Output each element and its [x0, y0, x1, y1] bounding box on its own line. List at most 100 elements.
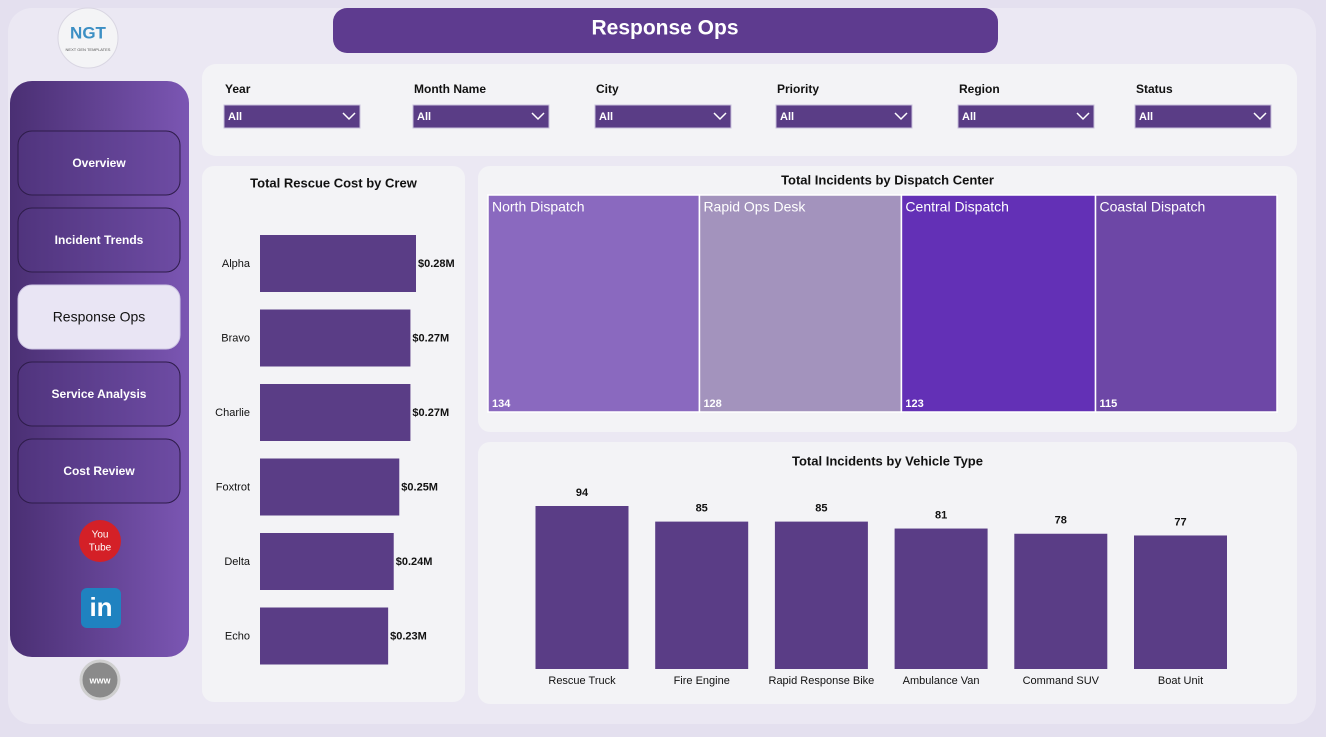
- logo-text: NGT: [70, 23, 107, 42]
- y-tick-label: Charlie: [215, 407, 250, 419]
- icon-text: You: [92, 530, 109, 541]
- chart-title: Total Incidents by Dispatch Center: [781, 172, 994, 187]
- data-label: 81: [935, 509, 947, 521]
- cell-label: Coastal Dispatch: [1100, 199, 1206, 215]
- cell-value: 115: [1100, 398, 1118, 410]
- bar: [774, 521, 868, 669]
- filter-label: Year: [225, 82, 251, 96]
- x-tick-label: Rapid Response Bike: [769, 675, 875, 687]
- title-banner: [333, 8, 998, 53]
- icon-text: www: [88, 675, 111, 685]
- dropdown-value: All: [1139, 111, 1153, 123]
- youtube-icon[interactable]: [79, 520, 121, 562]
- bar: [260, 607, 389, 665]
- y-tick-label: Delta: [224, 556, 251, 568]
- chevron: [894, 112, 908, 121]
- data-label: 77: [1174, 516, 1186, 528]
- x-tick-label: Boat Unit: [1158, 675, 1203, 687]
- nav-button[interactable]: [17, 130, 181, 196]
- treemap-cell: [698, 194, 903, 413]
- sidebar: [10, 81, 189, 657]
- dropdown[interactable]: [957, 104, 1095, 129]
- icon-text: in: [89, 592, 112, 622]
- treemap-cell: [1094, 194, 1278, 413]
- nav-button[interactable]: [17, 361, 181, 427]
- cell-label: Central Dispatch: [905, 199, 1009, 215]
- logo-subtitle: NEXT GEN TEMPLATES: [66, 47, 111, 52]
- data-label: 85: [815, 503, 827, 515]
- filter-label: Month Name: [414, 82, 486, 96]
- dropdown[interactable]: [594, 104, 732, 129]
- treemap-cell: [900, 194, 1097, 413]
- dropdown-value: All: [599, 111, 613, 123]
- data-label: $0.25M: [401, 481, 438, 493]
- bar: [260, 309, 411, 367]
- nav-button[interactable]: [17, 207, 181, 273]
- chevron: [1253, 112, 1267, 121]
- logo: [57, 7, 119, 69]
- bar: [1014, 533, 1108, 669]
- treemap-cell: [487, 194, 701, 413]
- data-label: 94: [576, 487, 589, 499]
- web-icon[interactable]: [79, 659, 121, 701]
- y-tick-label: Echo: [225, 630, 250, 642]
- dropdown-value: All: [228, 111, 242, 123]
- data-label: $0.24M: [396, 556, 433, 568]
- x-tick-label: Command SUV: [1023, 675, 1100, 687]
- nav-button[interactable]: [17, 284, 181, 350]
- dropdown-value: All: [780, 111, 794, 123]
- cell-label: North Dispatch: [492, 199, 585, 215]
- chevron: [713, 112, 727, 121]
- nav-label: Overview: [72, 156, 126, 170]
- chevron: [1076, 112, 1090, 121]
- icon-text: Tube: [89, 543, 112, 554]
- x-tick-label: Rescue Truck: [548, 675, 616, 687]
- bar: [894, 528, 988, 669]
- chart-title: Total Incidents by Vehicle Type: [792, 453, 983, 468]
- filter-label: Priority: [777, 82, 819, 96]
- y-tick-label: Alpha: [222, 258, 251, 270]
- bar: [655, 521, 749, 669]
- nav-button[interactable]: [17, 438, 181, 504]
- page-title: Response Ops: [591, 17, 738, 40]
- chevron: [342, 112, 356, 121]
- dropdown[interactable]: [775, 104, 913, 129]
- bar: [260, 235, 416, 292]
- dropdown-value: All: [417, 111, 431, 123]
- data-label: $0.27M: [412, 332, 449, 344]
- filter-panel: [202, 64, 1297, 156]
- dropdown[interactable]: [223, 104, 361, 129]
- chart-title: Total Rescue Cost by Crew: [250, 175, 418, 190]
- nav-label: Cost Review: [63, 464, 135, 478]
- filter-label: Status: [1136, 82, 1173, 96]
- linkedin-icon[interactable]: [81, 588, 121, 628]
- bar: [1134, 535, 1227, 669]
- chevron: [531, 112, 545, 121]
- filter-label: City: [596, 82, 619, 96]
- cell-value: 134: [492, 398, 511, 410]
- nav-label: Incident Trends: [55, 233, 144, 247]
- x-tick-label: Ambulance Van: [903, 675, 980, 687]
- y-tick-label: Foxtrot: [216, 481, 250, 493]
- dropdown[interactable]: [412, 104, 550, 129]
- x-tick-label: Fire Engine: [674, 675, 730, 687]
- data-label: $0.28M: [418, 258, 455, 270]
- cell-value: 128: [703, 398, 721, 410]
- nav-label: Response Ops: [53, 309, 146, 325]
- dropdown-value: All: [962, 111, 976, 123]
- dropdown[interactable]: [1134, 104, 1272, 129]
- data-label: $0.27M: [412, 407, 449, 419]
- data-label: $0.23M: [390, 630, 427, 642]
- cell-value: 123: [905, 398, 923, 410]
- y-tick-label: Bravo: [221, 332, 250, 344]
- filter-label: Region: [959, 82, 1000, 96]
- data-label: 85: [696, 503, 708, 515]
- nav-label: Service Analysis: [52, 387, 147, 401]
- data-label: 78: [1055, 515, 1067, 527]
- bar: [535, 506, 629, 669]
- bar: [260, 533, 394, 590]
- bar: [260, 458, 400, 516]
- cell-label: Rapid Ops Desk: [703, 199, 806, 215]
